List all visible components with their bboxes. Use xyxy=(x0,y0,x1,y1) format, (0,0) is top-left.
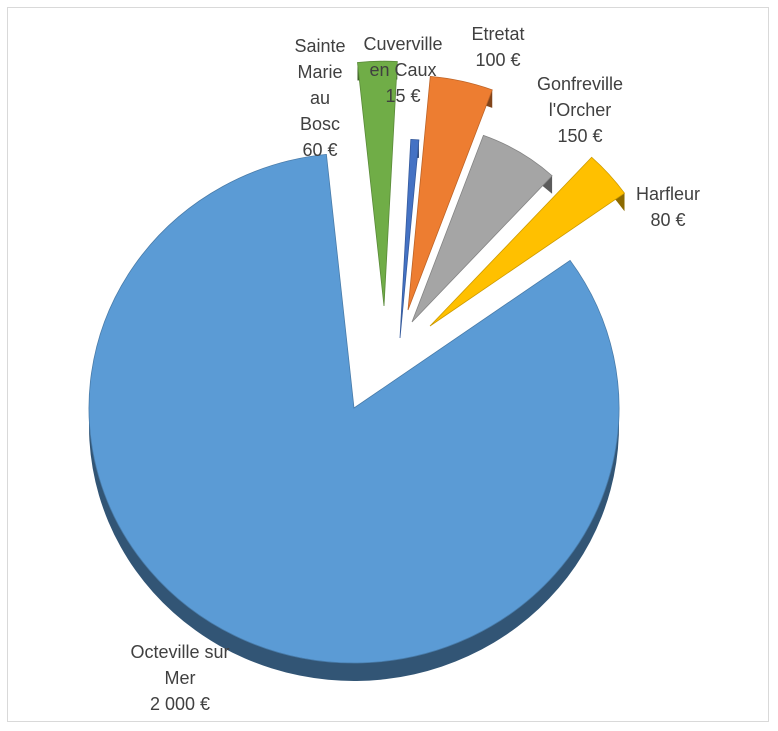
slice-label: Cuverville en Caux 15 € xyxy=(363,34,442,106)
slice-label: Gonfreville l'Orcher 150 € xyxy=(537,74,623,146)
slice-label-line: Octeville sur xyxy=(130,642,229,662)
slice-label-line: 80 € xyxy=(650,210,685,230)
pie-slice xyxy=(429,156,626,327)
slice-label-line: 150 € xyxy=(557,126,602,146)
slice-label-line: l'Orcher xyxy=(549,100,611,120)
slice-label-line: Cuverville xyxy=(363,34,442,54)
slice-label-line: en Caux xyxy=(369,60,436,80)
slice-label-line: Etretat xyxy=(471,24,524,44)
slice-label: Etretat 100 € xyxy=(471,24,524,70)
slice-label-line: 100 € xyxy=(475,50,520,70)
slice-label-line: 2 000 € xyxy=(150,694,210,714)
slice-label: Harfleur 80 € xyxy=(636,184,700,230)
pie-slice xyxy=(357,60,398,307)
slice-label: Sainte Marie au Bosc 60 € xyxy=(294,36,345,160)
slice-label: Octeville sur Mer 2 000 € xyxy=(130,642,229,714)
pie-slice xyxy=(407,75,493,311)
slice-label-line: Mer xyxy=(165,668,196,688)
slice-label-line: Marie xyxy=(297,62,342,82)
pie-slice xyxy=(88,153,620,664)
slice-label-line: au xyxy=(310,88,330,108)
slice-label-line: Sainte xyxy=(294,36,345,56)
slice-label-line: Harfleur xyxy=(636,184,700,204)
pie-slice xyxy=(399,138,420,339)
slice-label-line: 60 € xyxy=(302,140,337,160)
slice-label-line: Gonfreville xyxy=(537,74,623,94)
pie-slice xyxy=(411,134,553,323)
slice-label-line: Bosc xyxy=(300,114,340,134)
slice-label-line: 15 € xyxy=(385,86,420,106)
